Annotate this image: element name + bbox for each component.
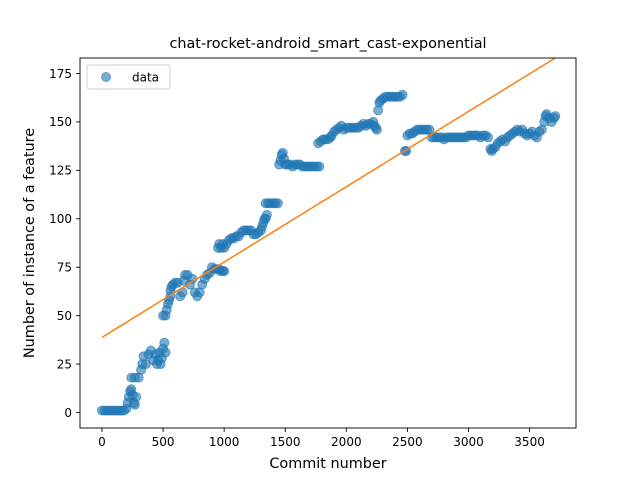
x-tick-label: 1000 xyxy=(209,435,240,449)
data-point xyxy=(159,337,170,348)
x-axis-ticks: 0 500 1000 1500 2000 2500 3000 3500 xyxy=(98,428,545,449)
y-tick-label: 175 xyxy=(49,67,72,81)
data-point xyxy=(272,198,283,209)
data-point xyxy=(131,392,142,403)
y-tick-label: 75 xyxy=(57,261,72,275)
fit-line-layer xyxy=(101,57,556,338)
y-tick-label: 150 xyxy=(49,115,72,129)
chart-title: chat-rocket-android_smart_cast-exponenti… xyxy=(169,36,486,52)
legend: data xyxy=(86,64,171,90)
plot-background xyxy=(80,58,576,428)
data-point xyxy=(261,209,272,220)
plot-frame xyxy=(79,57,577,429)
data-point xyxy=(397,89,408,100)
data-point xyxy=(550,111,561,122)
legend-label-data: data xyxy=(132,71,159,85)
data-point xyxy=(371,124,382,135)
y-axis-ticks: 0 25 50 75 100 125 150 175 xyxy=(49,67,80,420)
x-tick-label: 0 xyxy=(98,435,106,449)
x-tick-label: 2500 xyxy=(392,435,423,449)
y-tick-label: 125 xyxy=(49,164,72,178)
x-tick-label: 3000 xyxy=(453,435,484,449)
x-tick-label: 2000 xyxy=(331,435,362,449)
x-tick-label: 500 xyxy=(152,435,175,449)
x-tick-label: 3500 xyxy=(514,435,545,449)
data-point xyxy=(314,161,325,172)
x-axis-label: Commit number xyxy=(269,456,386,472)
legend-box xyxy=(86,64,171,90)
plot-area xyxy=(79,57,577,429)
y-tick-label: 0 xyxy=(64,406,72,420)
y-tick-label: 50 xyxy=(57,309,72,323)
data-point xyxy=(483,132,494,143)
y-axis-label: Number of instance of a feature xyxy=(22,128,38,358)
data-point xyxy=(160,347,171,358)
data-point xyxy=(219,266,230,277)
fit-line xyxy=(101,57,556,338)
x-tick-label: 1500 xyxy=(270,435,301,449)
y-tick-label: 100 xyxy=(49,212,72,226)
y-tick-label: 25 xyxy=(57,357,72,371)
legend-marker-data xyxy=(101,72,111,82)
